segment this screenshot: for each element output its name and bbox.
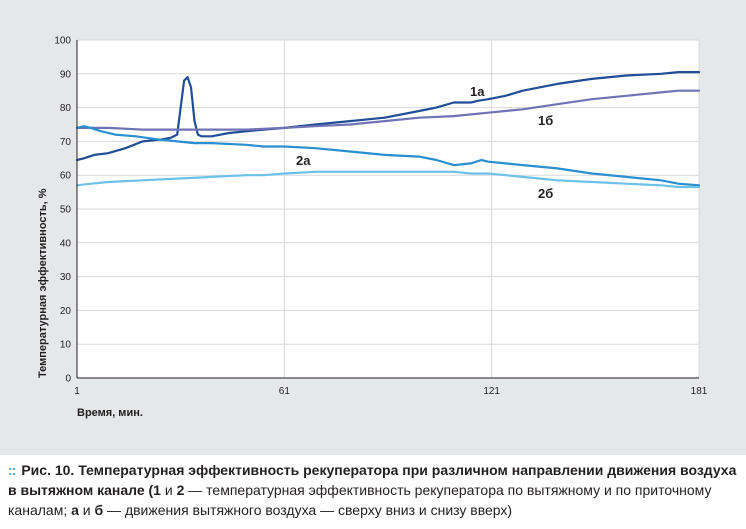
caption-and-2: и — [78, 502, 95, 518]
y-tick-label: 50 — [60, 205, 72, 216]
y-tick-label: 70 — [60, 137, 72, 148]
caption-letters-explanation: — движения вытяжного воздуха — сверху вн… — [103, 502, 513, 518]
y-tick-label: 40 — [60, 238, 72, 249]
y-axis-title: Температурная эффективность, % — [37, 188, 49, 378]
x-tick-labels: 1 61 121 181 — [74, 386, 708, 397]
series-label-2a: 2а — [296, 153, 311, 168]
y-tick-label: 10 — [60, 340, 72, 351]
y-tick-label: 0 — [65, 374, 71, 385]
caption-title: Температурная эффективность рекуператора… — [8, 462, 737, 498]
caption-bullet-icon: :: — [8, 462, 16, 478]
series-label-2b: 2б — [538, 186, 553, 201]
line-chart: 0 10 20 30 40 50 60 70 80 90 100 1 61 121 181 1а 1б 2… — [37, 36, 708, 420]
series-label-1b: 1б — [538, 113, 553, 128]
figure-caption: :: Рис. 10. Температурная эффективность р… — [8, 460, 740, 520]
x-tick-label: 61 — [279, 386, 291, 397]
caption-letter-b: б — [94, 502, 104, 518]
x-tick-label: 121 — [483, 386, 500, 397]
series-line-3 — [75, 125, 701, 187]
caption-letter-a: а — [71, 502, 79, 518]
y-tick-label: 80 — [60, 103, 72, 114]
series-line-4 — [75, 170, 701, 189]
series-labels: 1а 1б 2а 2б — [296, 84, 553, 201]
caption-curves-explanation: — температурная эффективность рекуперато… — [8, 482, 712, 518]
x-axis-title: Время, мин. — [77, 407, 143, 419]
y-tick-label: 100 — [54, 36, 71, 47]
y-tick-labels: 0 10 20 30 40 50 60 70 80 90 100 — [54, 36, 71, 385]
caption-figure-number: Рис. 10. — [21, 462, 75, 478]
y-tick-label: 90 — [60, 69, 72, 80]
caption-curve-1: 1 — [153, 482, 161, 498]
axes — [76, 40, 699, 379]
y-tick-label: 60 — [60, 171, 72, 182]
series-lines — [75, 71, 701, 189]
series-label-1a: 1а — [470, 84, 485, 99]
series-line-2 — [75, 89, 701, 131]
x-tick-label: 1 — [74, 386, 80, 397]
caption-and-1: и — [160, 482, 177, 498]
y-tick-label: 30 — [60, 272, 72, 283]
y-tick-label: 20 — [60, 306, 72, 317]
chart-figure: 0 10 20 30 40 50 60 70 80 90 100 1 61 121 181 1а 1б 2… — [0, 0, 746, 455]
x-tick-label: 181 — [691, 386, 708, 397]
caption-curve-2: 2 — [176, 482, 185, 498]
